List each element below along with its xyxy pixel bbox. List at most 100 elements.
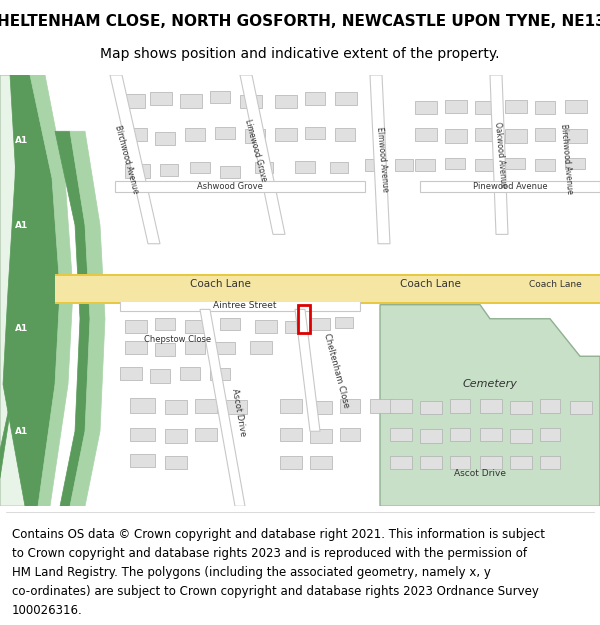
Bar	[220, 318, 240, 330]
Bar	[130, 454, 155, 467]
Bar	[505, 129, 527, 142]
Text: Ascot Drive: Ascot Drive	[454, 469, 506, 478]
Text: Coach Lane: Coach Lane	[400, 279, 460, 289]
Bar	[120, 366, 142, 380]
Polygon shape	[240, 75, 285, 234]
Polygon shape	[295, 309, 320, 431]
Polygon shape	[110, 75, 160, 244]
Bar	[335, 92, 357, 105]
Bar	[535, 101, 555, 114]
Bar	[120, 298, 360, 311]
Bar	[115, 181, 365, 192]
Bar	[510, 401, 532, 414]
Bar	[365, 159, 385, 171]
Bar	[125, 319, 147, 332]
Text: Map shows position and indicative extent of the property.: Map shows position and indicative extent…	[100, 47, 500, 61]
Text: Oakwood Avenue: Oakwood Avenue	[493, 121, 508, 188]
Bar	[195, 399, 217, 412]
Bar	[535, 127, 555, 141]
Bar	[390, 456, 412, 469]
Bar	[415, 101, 437, 114]
Bar	[420, 401, 442, 414]
Bar	[420, 429, 442, 442]
Bar	[445, 129, 467, 142]
Bar	[180, 94, 202, 108]
Bar	[125, 164, 150, 178]
Bar	[535, 159, 555, 171]
Bar	[415, 159, 435, 171]
Bar	[160, 164, 178, 176]
Bar	[310, 318, 330, 330]
Bar	[120, 94, 145, 108]
Text: co-ordinates) are subject to Crown copyright and database rights 2023 Ordnance S: co-ordinates) are subject to Crown copyr…	[12, 584, 539, 598]
Bar	[475, 101, 495, 114]
Bar	[565, 158, 585, 169]
Bar	[305, 92, 325, 105]
Bar	[225, 401, 247, 414]
Bar	[295, 161, 315, 174]
Bar	[165, 429, 187, 442]
Polygon shape	[55, 131, 90, 506]
Bar	[195, 428, 217, 441]
Text: Coach Lane: Coach Lane	[190, 279, 250, 289]
Bar	[420, 181, 600, 192]
Bar	[540, 399, 560, 412]
Bar	[445, 158, 465, 169]
Text: Pinewood Avenue: Pinewood Avenue	[473, 182, 547, 191]
Bar	[245, 129, 265, 142]
Bar	[298, 304, 310, 332]
Bar	[55, 276, 600, 302]
Bar	[280, 456, 302, 469]
Polygon shape	[380, 305, 600, 506]
Bar	[420, 456, 442, 469]
Bar	[475, 127, 495, 141]
Polygon shape	[490, 75, 508, 234]
Bar	[505, 158, 525, 169]
Bar	[275, 127, 297, 141]
Bar	[210, 91, 230, 103]
Polygon shape	[30, 75, 73, 506]
Bar	[180, 366, 200, 380]
Bar	[220, 166, 240, 178]
Bar	[150, 369, 170, 382]
Polygon shape	[0, 75, 22, 478]
Text: Cemetery: Cemetery	[463, 379, 517, 389]
Bar	[480, 399, 502, 412]
Bar	[450, 456, 470, 469]
Bar	[565, 129, 587, 142]
Polygon shape	[3, 75, 60, 506]
Bar	[340, 428, 360, 441]
Bar	[150, 92, 172, 105]
Text: A1: A1	[16, 427, 29, 436]
Bar	[540, 456, 560, 469]
Bar	[310, 429, 332, 442]
Bar	[215, 127, 235, 139]
Bar	[480, 456, 502, 469]
Bar	[450, 428, 470, 441]
Text: Contains OS data © Crown copyright and database right 2021. This information is : Contains OS data © Crown copyright and d…	[12, 528, 545, 541]
Bar	[280, 428, 302, 441]
Text: Limewood Grove: Limewood Grove	[244, 118, 269, 182]
Polygon shape	[370, 75, 390, 244]
Text: A1: A1	[16, 136, 29, 145]
Bar	[130, 428, 155, 441]
Bar	[155, 343, 175, 356]
Bar	[55, 274, 600, 304]
Polygon shape	[70, 131, 105, 506]
Bar	[285, 321, 305, 332]
Bar	[540, 428, 560, 441]
Text: Elmwood Avenue: Elmwood Avenue	[374, 126, 389, 192]
Bar	[415, 127, 437, 141]
Text: Coach Lane: Coach Lane	[529, 279, 581, 289]
Bar	[310, 401, 332, 414]
Bar	[305, 127, 325, 139]
Bar	[250, 341, 272, 354]
Bar	[210, 368, 230, 380]
Bar	[390, 399, 412, 412]
Text: A1: A1	[16, 221, 29, 229]
Bar	[340, 399, 360, 412]
Bar	[165, 401, 187, 414]
Bar	[255, 162, 273, 174]
Bar	[185, 319, 207, 332]
Bar	[480, 428, 502, 441]
